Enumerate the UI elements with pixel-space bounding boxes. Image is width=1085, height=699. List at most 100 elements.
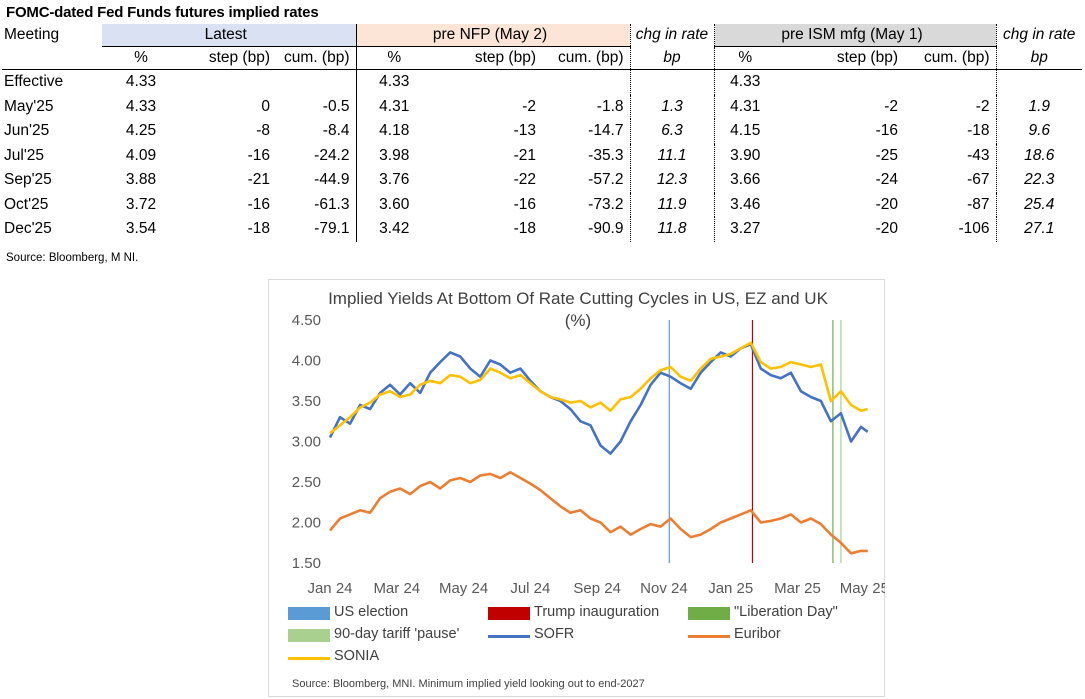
legend-label: "Liberation Day" [734,604,838,620]
chg-nfp-cell: 12.3 [629,168,715,193]
nfp-pct-cell: 3.60 [355,192,438,217]
ism-pct-cell: 4.33 [730,73,761,91]
chg-nfp-cell: 11.9 [629,192,715,217]
legend-label: Euribor [734,626,781,642]
meeting-header: Meeting [4,26,60,44]
nfp-cum-cell: -1.8 [596,97,624,115]
meeting-cell: Jun'25 [4,122,50,140]
nfp-pct-cell: 3.76 [355,168,438,193]
latest-step-cell: -18 [247,220,270,238]
latest-cum-cell [276,70,356,95]
legend-label: 90-day tariff 'pause' [334,626,460,642]
source-bottom: Source: Bloomberg, MNI. Minimum implied … [292,678,645,690]
ism-pct-cell: 3.46 [730,195,761,213]
chg-ism-cell: 25.4 [995,192,1082,217]
legend-label: SOFR [534,626,575,642]
nfp-step-cell: -22 [513,171,536,189]
nfp-step-cell: -21 [513,146,536,164]
legend-swatch [488,635,530,638]
table-row: Oct'25 3.72 -16 -61.3 3.60 -16 -73.2 11.9 3.46 -2… [2,192,1082,217]
latest-step-cell [186,70,276,95]
chg-nfp-cell: 11.1 [629,143,715,168]
nfp-step-cell: -13 [513,122,536,140]
legend-swatch [288,657,330,660]
ism-step-cell: -16 [875,122,898,140]
latest-step-cell: -8 [256,122,270,140]
latest-pct-cell: 3.88 [125,171,157,189]
legend-swatch [488,607,530,620]
sub-cum: cum. (bp) [904,46,996,70]
latest-cum-cell: -8.4 [322,122,350,140]
latest-step-cell: 0 [261,97,270,115]
x-tick-label: Mar 25 [774,580,821,597]
latest-pct-cell: 4.09 [125,146,157,164]
nfp-step-cell: -16 [513,195,536,213]
chg-ism-cell: 18.6 [995,143,1082,168]
x-tick-label: May 25 [840,580,885,597]
latest-pct-cell: 4.33 [125,73,157,91]
ism-cum-cell: -67 [967,171,990,189]
table-row: Jun'25 4.25 -8 -8.4 4.18 -13 -14.7 6.3 4.15 -16 -1… [2,119,1082,144]
ism-step-cell: -20 [875,220,898,238]
legend-swatch [288,607,330,620]
nfp-header: pre NFP (May 2) [355,24,630,47]
nfp-pct-cell: 4.31 [355,94,438,119]
meeting-cell: Jul'25 [4,146,45,164]
legend-swatch [688,635,730,638]
chart-frame [268,279,885,697]
nfp-pct-cell: 3.98 [355,143,438,168]
table-row: Dec'25 3.54 -18 -79.1 3.42 -18 -90.9 11.8 3.27 -2… [2,217,1082,242]
ism-pct-cell: 3.90 [730,146,761,164]
sub-bp: bp [995,46,1082,70]
chg-ism-cell: 1.9 [995,94,1082,119]
latest-cum-cell: -24.2 [314,146,350,164]
latest-cum-cell: -61.3 [314,195,350,213]
y-tick-label: 4.00 [292,353,321,370]
x-tick-label: Jan 25 [708,580,753,597]
latest-cum-cell: -79.1 [314,220,350,238]
latest-step-cell: -16 [247,146,270,164]
ism-step-cell: -2 [884,97,898,115]
sub-cum: cum. (bp) [542,46,630,70]
nfp-cum-cell [542,70,630,95]
legend-label: US election [334,604,409,620]
y-tick-label: 3.50 [292,393,321,410]
nfp-cum-cell: -14.7 [588,122,624,140]
latest-pct-cell: 3.54 [125,220,157,238]
chg-ism-cell: 22.3 [995,168,1082,193]
x-tick-label: May 24 [439,580,488,597]
nfp-cum-cell: -35.3 [588,146,624,164]
ism-header: pre ISM mfg (May 1) [714,24,996,47]
nfp-cum-cell: -73.2 [588,195,624,213]
nfp-pct-cell: 4.18 [355,119,438,144]
chart-title: Implied Yields At Bottom Of Rate Cutting… [278,288,878,332]
ism-step-cell: -25 [875,146,898,164]
nfp-cum-cell: -57.2 [588,171,624,189]
ism-cum-cell: -87 [967,195,990,213]
chg-ism-cell: 9.6 [995,119,1082,144]
header-row-2: % step (bp) cum. (bp) % step (bp) cum. (… [2,46,1082,70]
sub-pct: % [714,46,782,70]
latest-cum-cell: -44.9 [314,171,350,189]
table-row: May'25 4.33 0 -0.5 4.31 -2 -1.8 1.3 4.31 -2 -2 1.9 [2,94,1082,119]
chg-ism-cell [995,69,1082,95]
chart-subtitle: (%) [564,311,592,330]
nfp-cum-cell: -90.9 [588,220,624,238]
meeting-cell: Effective [4,73,64,91]
meeting-cell: Oct'25 [4,195,49,213]
chg-nfp-cell: 11.8 [629,217,715,242]
y-tick-label: 4.50 [292,312,321,329]
meeting-cell: May'25 [4,97,54,115]
ism-pct-cell: 4.31 [730,97,761,115]
nfp-step-cell [438,70,542,95]
latest-pct-cell: 3.72 [125,195,157,213]
latest-step-cell: -21 [247,171,270,189]
sub-bp: bp [629,46,715,70]
sub-step: step (bp) [438,46,542,70]
series-line-sofr [328,343,869,455]
nfp-pct-cell: 3.42 [355,217,438,242]
line-chart: 1.50 2.00 2.50 3.00 3.50 4.00 4.50 Jan 24 Mar 24… [292,312,885,597]
latest-header: Latest [102,24,356,47]
ism-pct-cell: 4.15 [730,122,761,140]
chg-header-a: chg in rate [629,24,715,47]
